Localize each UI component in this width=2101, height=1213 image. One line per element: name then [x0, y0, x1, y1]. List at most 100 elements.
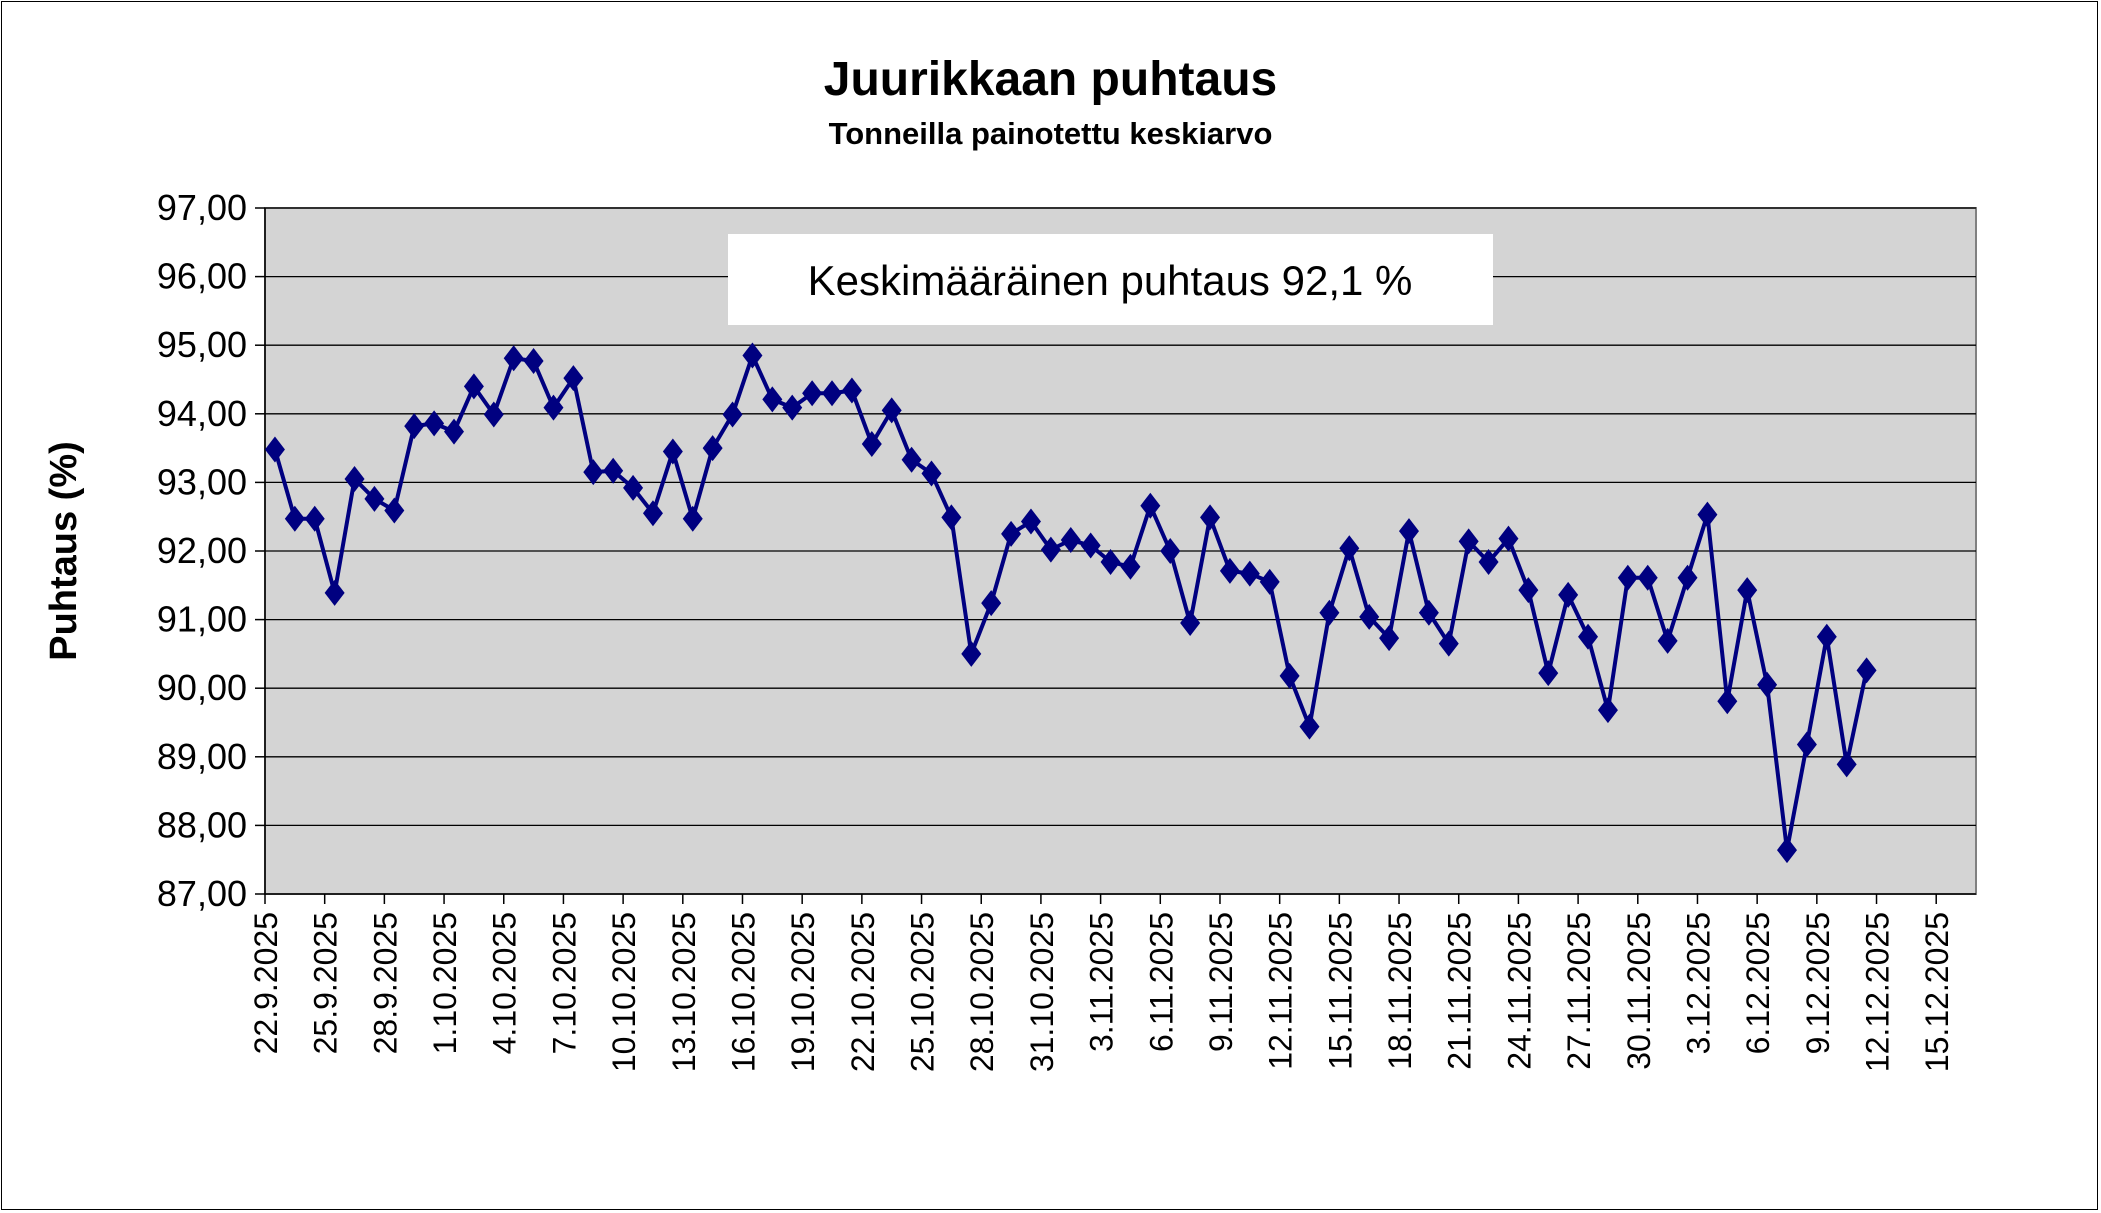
data-point — [1518, 577, 1539, 604]
data-point — [1359, 603, 1380, 630]
data-point — [1040, 536, 1061, 563]
data-point — [404, 413, 425, 440]
x-tick-label: 22.10.2025 — [845, 912, 881, 1072]
data-point — [1776, 837, 1797, 864]
data-point — [1339, 535, 1360, 562]
y-tick-label: 96,00 — [157, 256, 247, 297]
data-point — [1100, 548, 1121, 575]
x-tick-label: 12.12.2025 — [1860, 912, 1896, 1072]
y-axis-label: Puhtaus (%) — [43, 441, 85, 661]
data-point — [304, 505, 325, 532]
x-tick-label: 27.11.2025 — [1561, 912, 1597, 1070]
data-point — [364, 485, 385, 512]
x-tick-label: 22.9.2025 — [248, 912, 284, 1054]
data-point — [1757, 671, 1778, 698]
x-tick-label: 15.11.2025 — [1322, 912, 1358, 1070]
data-point — [543, 394, 564, 421]
data-point — [1259, 568, 1280, 595]
data-point — [284, 505, 305, 532]
y-tick-label: 97,00 — [157, 187, 247, 228]
data-point — [1020, 508, 1041, 535]
data-point — [1697, 501, 1718, 528]
data-point — [941, 504, 962, 531]
data-point — [1398, 518, 1419, 545]
data-point — [1180, 610, 1201, 637]
data-point — [1617, 564, 1638, 591]
x-tick-label: 12.11.2025 — [1263, 912, 1299, 1070]
data-point — [802, 380, 823, 407]
y-tick-label: 88,00 — [157, 804, 247, 845]
y-tick-label: 90,00 — [157, 667, 247, 708]
x-tick-label: 19.10.2025 — [785, 912, 821, 1072]
data-point — [1458, 528, 1479, 555]
data-point — [1637, 564, 1658, 591]
data-point — [702, 435, 723, 462]
data-point — [1498, 525, 1519, 552]
x-tick-label: 13.10.2025 — [666, 912, 702, 1072]
chart-subtitle: Tonneilla painotettu keskiarvo — [828, 116, 1273, 151]
y-tick-label: 94,00 — [157, 393, 247, 434]
annotation-text: Keskimääräinen puhtaus 92,1 % — [808, 257, 1413, 304]
data-point — [1319, 599, 1340, 626]
y-tick-label: 87,00 — [157, 873, 247, 914]
x-tick-label: 30.11.2025 — [1621, 912, 1657, 1070]
y-tick-label: 91,00 — [157, 599, 247, 640]
data-point — [1836, 751, 1857, 778]
x-tick-label: 15.12.2025 — [1919, 912, 1955, 1072]
data-point — [523, 347, 544, 374]
data-point — [782, 394, 803, 421]
y-tick-label: 95,00 — [157, 324, 247, 365]
data-point — [881, 397, 902, 424]
data-point — [1856, 657, 1877, 684]
data-point — [722, 401, 743, 428]
data-point — [1200, 504, 1221, 531]
data-point — [1140, 492, 1161, 519]
data-point — [1558, 581, 1579, 608]
data-point — [1379, 625, 1400, 652]
data-point — [921, 460, 942, 487]
data-point — [1219, 557, 1240, 584]
data-point — [1120, 553, 1141, 580]
data-point — [503, 345, 524, 372]
annotation-box — [728, 234, 1493, 325]
data-point — [742, 342, 763, 369]
data-point — [1418, 599, 1439, 626]
x-tick-label: 3.12.2025 — [1680, 912, 1716, 1054]
data-point — [463, 373, 484, 400]
y-tick-label: 89,00 — [157, 736, 247, 777]
data-point — [1438, 630, 1459, 657]
data-point — [1816, 623, 1837, 650]
x-tick-label: 25.10.2025 — [905, 912, 941, 1072]
x-tick-label: 16.10.2025 — [725, 912, 761, 1072]
data-point — [1717, 688, 1738, 715]
y-tick-label: 93,00 — [157, 461, 247, 502]
x-tick-label: 9.11.2025 — [1203, 912, 1239, 1052]
data-point — [1796, 731, 1817, 758]
x-tick-label: 21.11.2025 — [1442, 912, 1478, 1070]
data-point — [841, 377, 862, 404]
data-point — [623, 474, 644, 501]
data-point — [1060, 527, 1081, 554]
data-point — [861, 430, 882, 457]
x-tick-label: 24.11.2025 — [1501, 912, 1537, 1070]
data-point — [384, 497, 405, 524]
data-point — [662, 438, 683, 465]
data-point — [1597, 697, 1618, 724]
x-tick-label: 6.12.2025 — [1740, 912, 1776, 1054]
x-tick-label: 3.11.2025 — [1084, 912, 1120, 1052]
data-point — [1160, 538, 1181, 564]
data-point — [444, 418, 465, 445]
data-point — [424, 410, 445, 437]
data-point — [1657, 627, 1678, 654]
data-point — [762, 386, 783, 413]
data-point — [1080, 532, 1101, 559]
data-point — [822, 380, 843, 407]
data-point — [344, 465, 365, 492]
data-point — [1737, 577, 1758, 604]
data-point — [1239, 560, 1260, 587]
data-point — [583, 459, 604, 486]
data-point — [1578, 623, 1599, 650]
x-tick-label: 28.10.2025 — [964, 912, 1000, 1072]
